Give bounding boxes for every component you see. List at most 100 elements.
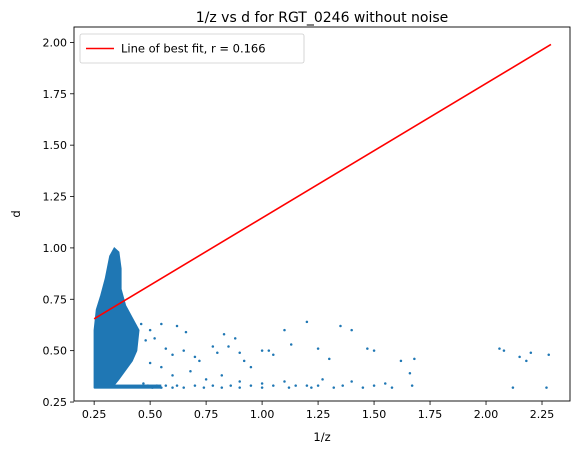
data-point [545, 386, 548, 389]
data-point [511, 386, 515, 389]
data-point [289, 343, 293, 346]
data-point [498, 347, 501, 350]
data-point [399, 359, 403, 363]
y-axis-label: d [9, 210, 23, 217]
cluster-bottom-band [94, 384, 162, 389]
y-tick-label: 0.50 [43, 345, 68, 358]
y-tick-label: 1.50 [43, 139, 68, 152]
x-tick-label: 2.00 [474, 408, 499, 421]
data-point [525, 359, 528, 363]
data-point [204, 378, 208, 381]
data-point [305, 384, 309, 387]
data-point [238, 386, 241, 389]
data-point [182, 386, 185, 389]
data-point [193, 355, 197, 359]
data-point [182, 349, 185, 352]
data-point [216, 351, 219, 354]
data-point [139, 322, 143, 326]
data-point [305, 320, 309, 324]
data-point [160, 386, 163, 389]
data-point [160, 365, 163, 369]
cluster-region [93, 246, 140, 389]
data-point [529, 351, 533, 354]
data-point [160, 322, 163, 326]
data-point [310, 386, 313, 389]
data-point [151, 386, 154, 389]
y-tick-label: 0.25 [43, 396, 68, 409]
legend: Line of best fit, r = 0.166 [79, 33, 305, 64]
data-point [413, 357, 416, 361]
data-point [142, 382, 145, 385]
y-axis-ticks: 0.25 0.50 0.75 1.00 1.25 1.50 1.75 2.00 [43, 36, 74, 409]
data-point [238, 351, 241, 354]
data-point [339, 324, 342, 328]
y-tick-label: 2.00 [43, 36, 68, 49]
x-tick-label: 0.50 [138, 408, 163, 421]
data-point [316, 347, 320, 350]
data-point [211, 345, 215, 348]
data-point [233, 337, 237, 340]
data-point [249, 365, 253, 369]
data-point [148, 328, 152, 332]
data-point [410, 384, 414, 387]
data-point [148, 361, 152, 365]
data-point [164, 384, 168, 387]
data-point [518, 355, 521, 359]
plot-frame [73, 26, 571, 402]
legend-entry-best-fit: Line of best fit, r = 0.166 [121, 42, 266, 56]
data-point [144, 339, 147, 342]
x-tick-label: 0.25 [82, 408, 107, 421]
data-point [171, 353, 174, 357]
data-point [229, 384, 232, 387]
data-point [272, 353, 275, 357]
scatter-points [139, 320, 550, 389]
data-point [146, 384, 150, 387]
data-point [249, 384, 253, 387]
data-point [547, 353, 550, 357]
y-tick-label: 1.75 [43, 88, 68, 101]
data-point [372, 384, 376, 387]
data-point [283, 328, 286, 332]
y-tick-label: 1.00 [43, 242, 68, 255]
data-point [350, 328, 353, 332]
data-point [175, 384, 179, 387]
data-point [316, 384, 320, 387]
x-tick-label: 1.00 [250, 408, 275, 421]
data-point [332, 386, 336, 389]
data-point [384, 382, 387, 385]
data-point [175, 324, 179, 328]
data-point [321, 378, 324, 381]
data-point [153, 337, 156, 340]
data-point [361, 386, 365, 389]
data-point [260, 349, 264, 352]
data-point [502, 349, 506, 352]
y-tick-label: 0.75 [43, 293, 68, 306]
data-point [211, 384, 215, 387]
data-point [294, 384, 297, 387]
data-point [171, 386, 174, 389]
data-point [164, 347, 168, 350]
data-point [328, 357, 331, 361]
data-point [366, 347, 369, 350]
x-tick-label: 0.75 [194, 408, 219, 421]
data-point [193, 384, 197, 387]
data-cluster [93, 246, 162, 389]
data-point [222, 332, 226, 336]
data-point [267, 349, 271, 352]
data-point [242, 359, 246, 363]
legend-box [79, 33, 305, 64]
data-point [283, 380, 286, 383]
data-point [390, 386, 394, 389]
data-point [372, 349, 376, 352]
data-point [171, 374, 174, 377]
x-tick-label: 1.50 [362, 408, 387, 421]
data-point [220, 374, 224, 377]
data-point [238, 380, 241, 383]
data-point [198, 359, 201, 363]
x-tick-label: 1.75 [418, 408, 443, 421]
y-tick-label: 1.25 [43, 191, 68, 204]
data-point [408, 372, 412, 375]
x-tick-label: 2.25 [530, 408, 555, 421]
data-point [350, 380, 353, 383]
